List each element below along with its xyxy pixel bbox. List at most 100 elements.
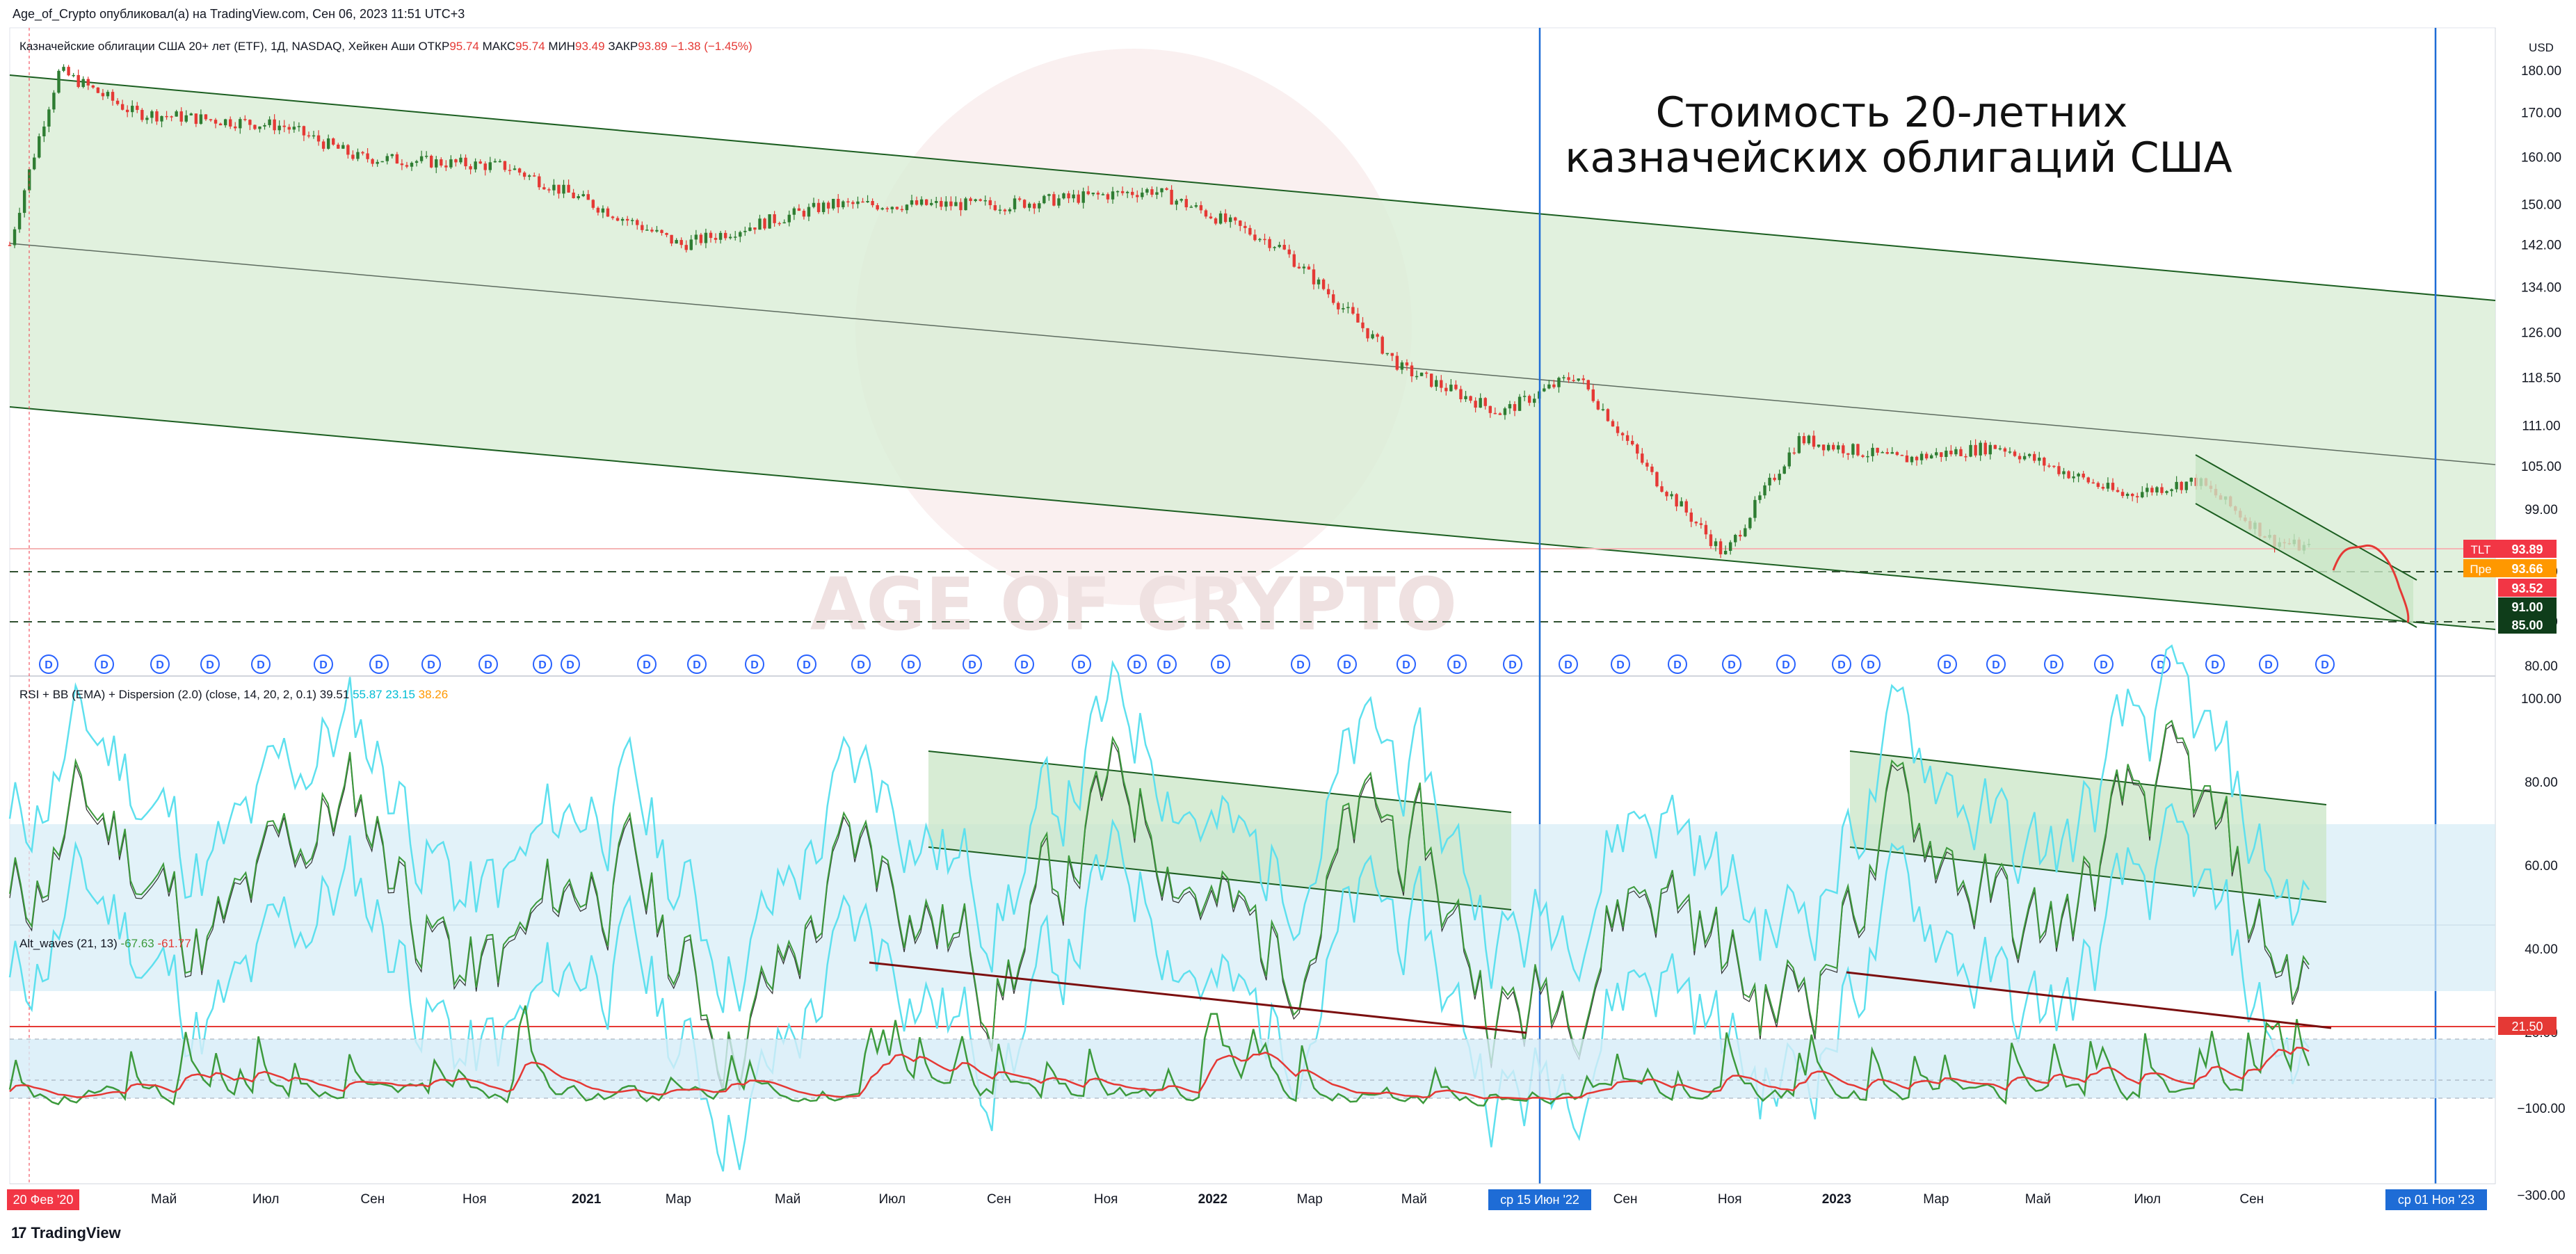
candle-body [81, 79, 85, 88]
candle-body [1832, 444, 1835, 450]
candle [1881, 451, 1884, 453]
candle-body [239, 119, 242, 129]
candle [1258, 238, 1262, 243]
candle-body [1680, 501, 1683, 507]
candle [8, 241, 12, 246]
candle-body [1866, 456, 1869, 458]
candle [1361, 316, 1365, 332]
rsi-legend-part: 38.26 [419, 688, 449, 701]
candle [2130, 492, 2134, 501]
candle [91, 84, 95, 89]
dividend-marker-icon: D [533, 654, 552, 674]
candle [880, 207, 884, 211]
x-tick-label: 2023 [1822, 1192, 1851, 1207]
candle-body [1709, 534, 1713, 547]
candle-body [826, 202, 830, 209]
candle-body [606, 208, 610, 217]
candle-body [62, 67, 65, 71]
candle-body [900, 209, 904, 211]
candle [1194, 202, 1198, 209]
candle-body [993, 204, 997, 211]
candle-body [2033, 453, 2036, 461]
candle-body [1419, 372, 1424, 376]
dividend-letter: D [1133, 659, 1141, 671]
candle-body [385, 156, 389, 161]
dividend-letter: D [1343, 659, 1351, 671]
candle [179, 107, 183, 126]
candle [424, 151, 428, 159]
candle-body [1469, 396, 1472, 401]
candle [1797, 433, 1801, 454]
candle-body [1518, 396, 1522, 411]
candle-body [679, 240, 683, 246]
candle [464, 154, 467, 170]
candle-body [924, 199, 928, 205]
dividend-circle [1447, 654, 1467, 674]
candle-body [1317, 279, 1321, 284]
dividend-letter: D [2321, 659, 2329, 671]
candle [1101, 192, 1105, 196]
candle [1616, 421, 1620, 437]
candle-body [533, 175, 536, 177]
candle [856, 196, 860, 209]
candle [890, 206, 894, 214]
candle-body [1778, 474, 1781, 481]
candle-body [1435, 380, 1438, 387]
candle [1155, 186, 1159, 200]
candle [1052, 191, 1056, 207]
candle-body [1342, 308, 1345, 310]
candle-body [581, 194, 585, 197]
candle-body [949, 201, 953, 207]
dividend-letter: D [1216, 659, 1225, 671]
dividend-circle [478, 654, 498, 674]
candle-body [332, 138, 335, 145]
candle [1072, 189, 1075, 203]
candle [1689, 508, 1693, 528]
candle [625, 216, 629, 226]
candle-body [1773, 477, 1776, 481]
candle [1449, 379, 1453, 392]
candle-body [1586, 380, 1590, 389]
x-tick-label: Июл [878, 1192, 905, 1207]
candle-body [670, 234, 673, 244]
candle-body [1675, 494, 1678, 507]
candle [1714, 538, 1718, 552]
candle [2106, 477, 2110, 492]
candle-body [601, 208, 605, 213]
legend-part: −1.38 (−1.45%) [670, 40, 752, 53]
candle-body [1606, 409, 1610, 421]
dividend-letter: D [45, 659, 53, 671]
candle [699, 232, 703, 246]
candle-body [341, 145, 345, 149]
candle-body [1522, 396, 1527, 397]
candle-body [655, 230, 659, 232]
candle-body [1533, 399, 1536, 403]
candle-body [57, 70, 61, 93]
candle-body [1890, 452, 1894, 454]
candle [1278, 241, 1281, 248]
dividend-letter: D [803, 659, 811, 671]
candle [1503, 406, 1507, 420]
candle-body [218, 123, 223, 126]
candle [1033, 202, 1036, 214]
candle [1606, 408, 1610, 422]
candle [1557, 376, 1561, 393]
candle-body [1763, 485, 1766, 496]
candle [1699, 517, 1703, 529]
candle [1744, 524, 1747, 538]
candle [1547, 380, 1551, 389]
dividend-circle [1668, 654, 1687, 674]
candle-body [1027, 203, 1031, 208]
tradingview-brand[interactable]: 17 TradingView [11, 1224, 121, 1242]
candle-body [734, 236, 737, 238]
candle [782, 219, 786, 224]
candle [332, 137, 335, 146]
candle-body [1022, 200, 1027, 208]
candle [1234, 216, 1237, 225]
price-badge-tag [2463, 540, 2498, 558]
candle [498, 159, 502, 163]
rsi-legend-part: 23.15 [385, 688, 415, 701]
dividend-marker-icon: D [1127, 654, 1147, 674]
candle [1131, 187, 1134, 198]
